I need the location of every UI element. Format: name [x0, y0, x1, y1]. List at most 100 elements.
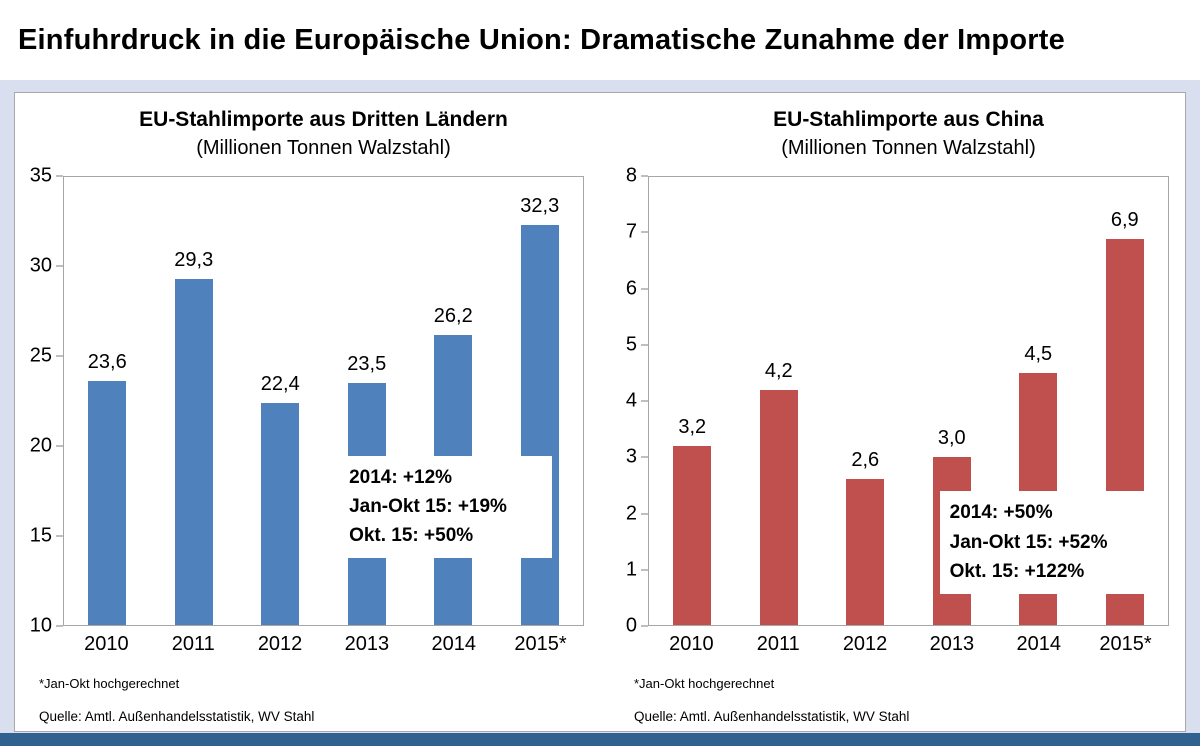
bar-2010 — [673, 445, 712, 625]
bar-value-label: 23,5 — [347, 353, 387, 376]
y-tick-mark — [641, 231, 648, 233]
bar-column: 23,6 — [64, 177, 151, 625]
page-title: Einfuhrdruck in die Europäische Union: D… — [18, 24, 1065, 56]
chart-title: EU-Stahlimporte aus Dritten Ländern — [139, 108, 508, 131]
bar-value-label: 22,4 — [260, 372, 300, 395]
x-axis-label: 2012 — [842, 633, 888, 655]
chart-subtitle: (Millionen Tonnen Walzstahl) — [781, 137, 1036, 159]
bar-column: 2,6 — [822, 177, 909, 625]
bar-column: 32,3 — [497, 177, 584, 625]
bar-2011 — [174, 279, 213, 625]
chart-eu-imports-third-countries: EU-Stahlimporte aus Dritten Ländern (Mil… — [15, 93, 600, 731]
y-tick-label: 0 — [625, 614, 637, 637]
bar-value-label: 2,6 — [851, 449, 880, 472]
bar-column: 22,4 — [237, 177, 324, 625]
y-tick: 20 — [30, 435, 63, 458]
source-line: Quelle: Amtl. Außenhandelsstatistik, WV … — [39, 709, 315, 724]
annotation-box: 2014: +50% Jan-Okt 15: +52% Okt. 15: +122% — [939, 491, 1168, 594]
y-tick: 8 — [626, 165, 648, 188]
bar-value-label: 3,2 — [678, 415, 707, 438]
y-tick-label: 25 — [29, 344, 52, 367]
annotation-line: Jan-Okt 15: +52% — [949, 531, 1108, 553]
y-tick-mark — [641, 400, 648, 402]
y-tick-label: 7 — [625, 220, 637, 243]
bar-value-label: 6,9 — [1110, 208, 1139, 231]
y-tick-mark — [56, 625, 63, 627]
bar-value-label: 23,6 — [87, 351, 127, 374]
y-axis: 0 1 2 3 4 5 6 7 8 — [600, 165, 648, 637]
y-tick-mark — [641, 456, 648, 458]
bar-value-label: 4,5 — [1024, 343, 1053, 365]
x-axis-label: 2014 — [1016, 633, 1061, 655]
y-tick-mark — [641, 513, 648, 514]
annotation-line: 2014: +12% — [349, 466, 453, 488]
y-tick: 4 — [626, 390, 648, 413]
y-tick-label: 20 — [29, 434, 52, 457]
y-tick-label: 10 — [29, 614, 52, 637]
y-tick-mark — [56, 175, 63, 177]
bar-value-label: 29,3 — [174, 249, 214, 272]
x-axis-label: 2011 — [171, 633, 215, 655]
y-tick-label: 2 — [625, 502, 637, 524]
y-tick: 10 — [30, 615, 63, 638]
y-tick-label: 3 — [625, 445, 637, 468]
y-tick: 6 — [626, 277, 648, 300]
bar-column: 4,2 — [736, 177, 823, 625]
x-axis-label: 2012 — [257, 633, 303, 655]
annotation-line: 2014: +50% — [949, 502, 1053, 524]
bar-2012 — [261, 402, 300, 625]
chart-eu-imports-china: EU-Stahlimporte aus China (Millionen Ton… — [600, 93, 1185, 731]
y-tick: 30 — [30, 255, 63, 278]
x-axis-label: 2010 — [669, 633, 714, 655]
y-tick: 0 — [626, 615, 648, 638]
bar-2011 — [759, 389, 798, 625]
y-tick: 15 — [30, 525, 63, 548]
y-tick-mark — [56, 265, 63, 267]
bar-value-label: 32,3 — [520, 195, 560, 218]
annotation-box: 2014: +12% Jan-Okt 15: +19% Okt. 15: +50% — [339, 455, 552, 558]
x-axis: 2010 2011 2012 2013 2014 2015* — [648, 633, 1169, 656]
bar-column: 3,2 — [649, 177, 736, 625]
bar-2012 — [846, 479, 885, 625]
chart-title: EU-Stahlimporte aus China — [773, 108, 1044, 131]
y-tick-mark — [56, 535, 63, 537]
y-tick-mark — [641, 569, 648, 571]
y-tick-label: 15 — [29, 524, 52, 547]
y-axis: 10 15 20 25 30 35 — [15, 165, 63, 637]
y-tick: 1 — [626, 558, 648, 581]
bar-2015 — [520, 225, 559, 625]
y-tick: 2 — [626, 502, 648, 525]
footnote: *Jan-Okt hochgerechnet — [39, 676, 180, 691]
y-tick-mark — [641, 625, 648, 627]
plot-row: 0 1 2 3 4 5 6 7 8 3,2 4,2 2,6 3,0 4,5 6,9 2014: +50% Ja… — [600, 165, 1185, 637]
y-tick-label: 5 — [625, 333, 637, 356]
x-axis-label: 2011 — [756, 633, 800, 655]
footnote: *Jan-Okt hochgerechnet — [634, 676, 775, 691]
y-tick-mark — [56, 355, 63, 357]
bar-column: 29,3 — [151, 177, 238, 625]
y-tick: 7 — [626, 221, 648, 244]
x-axis-label: 2015* — [1099, 633, 1152, 655]
x-axis-label: 2014 — [431, 633, 476, 655]
y-tick-label: 8 — [625, 164, 637, 187]
y-tick-label: 35 — [29, 164, 52, 187]
bar-value-label: 3,0 — [937, 427, 966, 449]
y-tick: 3 — [626, 446, 648, 469]
plot-area: 23,6 29,3 22,4 23,5 26,2 32,3 2014: +12% Jan-Ok… — [63, 176, 584, 626]
annotation-line: Jan-Okt 15: +19% — [349, 495, 507, 517]
y-tick-mark — [641, 288, 648, 289]
y-tick-label: 6 — [625, 277, 637, 299]
plot-area: 3,2 4,2 2,6 3,0 4,5 6,9 2014: +50% Jan-Okt 15: … — [648, 176, 1169, 626]
x-axis-label: 2013 — [344, 633, 390, 655]
chart-subtitle: (Millionen Tonnen Walzstahl) — [196, 137, 451, 159]
plot-row: 10 15 20 25 30 35 23,6 29,3 22,4 23,5 26,2 32,3 201… — [15, 165, 600, 637]
y-tick-mark — [641, 344, 648, 346]
title-bar: Einfuhrdruck in die Europäische Union: D… — [0, 0, 1200, 80]
bottom-accent-strip — [0, 733, 1200, 746]
x-axis-label: 2015* — [514, 633, 567, 655]
bar-2010 — [88, 381, 127, 625]
y-tick: 35 — [30, 165, 63, 188]
annotation-line: Okt. 15: +122% — [949, 561, 1085, 583]
y-tick-label: 4 — [625, 389, 637, 412]
x-axis-label: 2013 — [929, 633, 975, 655]
